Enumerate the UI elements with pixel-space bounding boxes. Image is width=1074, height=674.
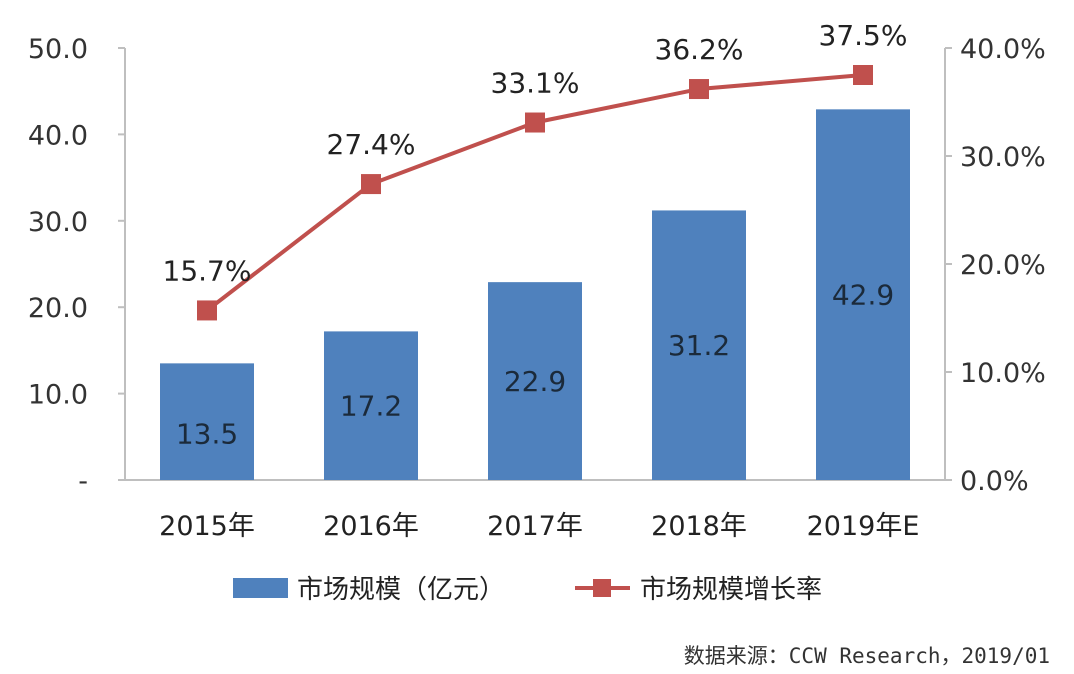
right-axis-tick-label: 10.0% bbox=[960, 358, 1046, 389]
right-axis-ticks: 0.0% 10.0% 20.0% 30.0% 40.0% bbox=[945, 34, 1046, 497]
line-value-label: 15.7% bbox=[163, 254, 252, 287]
bar bbox=[160, 363, 254, 480]
bar bbox=[816, 109, 910, 481]
line-value-label: 27.4% bbox=[327, 128, 416, 161]
line-point-marker bbox=[853, 65, 873, 85]
left-axis-tick-label: 10.0 bbox=[28, 380, 88, 411]
source-note: 数据来源：CCW Research，2019/01 bbox=[684, 644, 1050, 668]
growth-rate-line bbox=[205, 73, 864, 313]
right-axis-tick-label: 30.0% bbox=[960, 142, 1046, 173]
x-axis-tick-label: 2016年 bbox=[323, 511, 419, 542]
left-axis-tick-label: 30.0 bbox=[28, 207, 88, 238]
line-point-marker bbox=[525, 112, 545, 133]
left-axis-ticks: - 10.0 20.0 30.0 40.0 50.0 bbox=[28, 34, 125, 497]
bar-series: 13.5 17.2 22.9 31.2 42.9 bbox=[160, 109, 910, 481]
left-axis-tick-label: 50.0 bbox=[28, 34, 88, 65]
line-point-marker bbox=[689, 79, 709, 100]
legend-line-marker bbox=[593, 579, 611, 597]
legend-bar-label: 市场规模（亿元） bbox=[297, 575, 505, 605]
line-point-marker bbox=[361, 174, 381, 195]
line-value-label: 33.1% bbox=[491, 67, 580, 100]
bar-value-label: 13.5 bbox=[176, 417, 238, 450]
x-axis-labels: 2015年 2016年 2017年 2018年 2019年E bbox=[159, 511, 919, 542]
line-value-label: 36.2% bbox=[655, 33, 744, 66]
line-series: 15.7% 27.4% 33.1% 36.2% 37.5% bbox=[163, 19, 908, 321]
line-point-marker bbox=[197, 300, 217, 321]
x-axis-tick-label: 2018年 bbox=[651, 511, 747, 542]
left-axis-tick-label: 20.0 bbox=[28, 293, 88, 324]
bar bbox=[652, 210, 746, 480]
bar-value-label: 17.2 bbox=[340, 390, 402, 423]
line-value-label: 37.5% bbox=[819, 19, 908, 52]
left-axis-tick-label: 40.0 bbox=[28, 120, 88, 151]
right-axis-tick-label: 40.0% bbox=[960, 34, 1046, 65]
legend-line-label: 市场规模增长率 bbox=[640, 575, 822, 605]
right-axis-tick-label: 20.0% bbox=[960, 250, 1046, 281]
bar-value-label: 42.9 bbox=[832, 279, 894, 312]
legend: 市场规模（亿元） 市场规模增长率 bbox=[233, 575, 822, 605]
bar bbox=[324, 331, 418, 480]
bar-value-label: 31.2 bbox=[668, 329, 730, 362]
bar-value-label: 22.9 bbox=[504, 365, 566, 398]
bar bbox=[488, 282, 582, 480]
x-axis-tick-label: 2019年E bbox=[807, 511, 920, 542]
x-axis-tick-label: 2015年 bbox=[159, 511, 255, 542]
right-axis-tick-label: 0.0% bbox=[960, 466, 1029, 497]
x-axis-tick-label: 2017年 bbox=[487, 511, 583, 542]
legend-bar-swatch bbox=[233, 578, 288, 598]
left-axis-tick-label: - bbox=[78, 466, 88, 497]
